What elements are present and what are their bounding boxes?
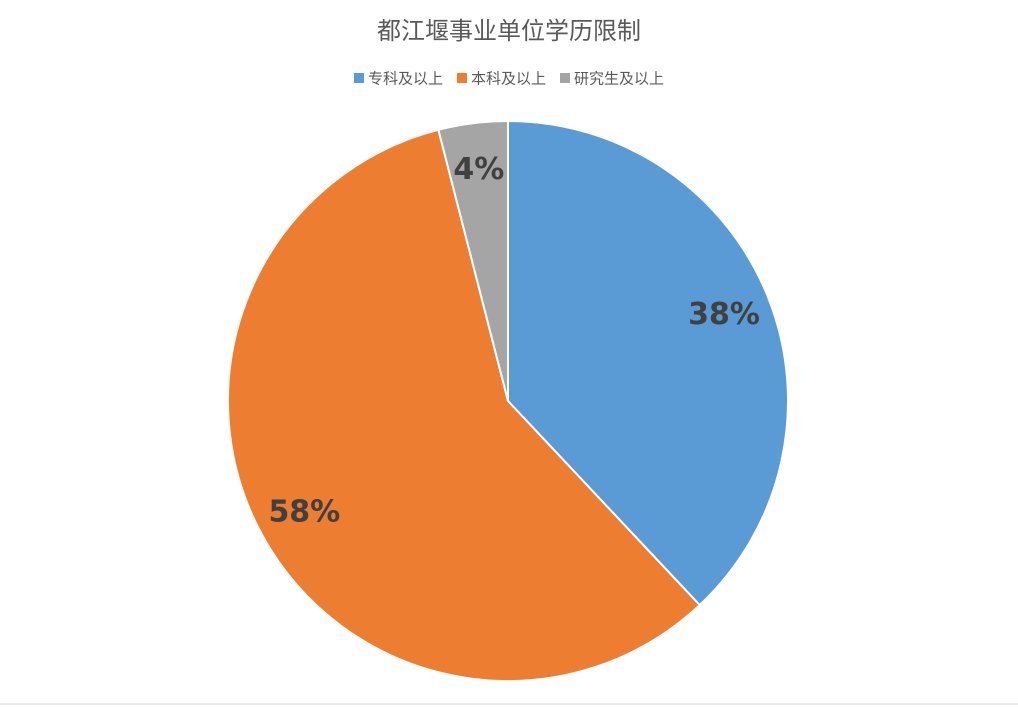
legend-swatch <box>456 73 467 83</box>
pie-slice <box>507 119 789 607</box>
legend-label: 专科及以上 <box>368 70 443 88</box>
pie: 38% 58% 4% <box>227 119 789 682</box>
value-label: 58% <box>268 494 340 529</box>
pie-slice <box>227 128 702 682</box>
legend-swatch <box>353 73 364 83</box>
chart-title: 都江堰事业单位学历限制 <box>377 17 641 45</box>
legend-label: 研究生及以上 <box>574 70 664 88</box>
value-label: 38% <box>688 297 760 332</box>
pie-slice <box>437 119 509 402</box>
legend: 专科及以上 本科及以上 研究生及以上 <box>353 70 664 88</box>
legend-swatch <box>560 73 571 83</box>
legend-label: 本科及以上 <box>471 70 546 88</box>
value-label: 4% <box>453 152 504 187</box>
